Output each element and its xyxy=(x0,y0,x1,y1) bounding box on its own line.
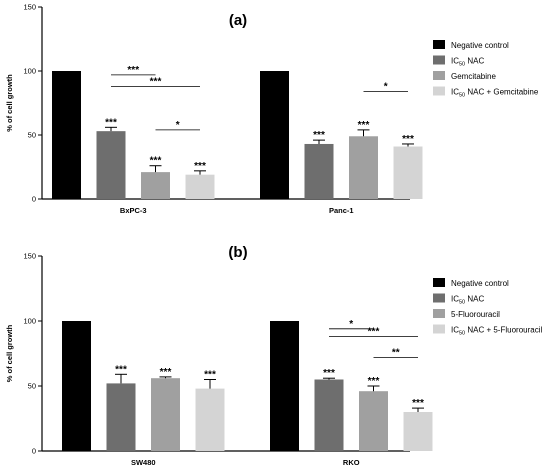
bar-negative-control-panc-1 xyxy=(260,71,289,199)
y-tick-label: 150 xyxy=(23,3,36,12)
category-label: BxPC-3 xyxy=(120,206,147,215)
y-tick-label: 50 xyxy=(28,131,36,140)
legend-swatch xyxy=(433,324,445,334)
y-axis-title: % of cell growth xyxy=(5,324,14,382)
legend-entry: IC50 NAC + 5-Fluorouracil xyxy=(451,326,542,337)
legend-entry: 5-Fluorouracil xyxy=(451,310,500,319)
chart-title: (b) xyxy=(228,244,247,261)
comparison-label: * xyxy=(384,81,388,92)
significance-label: *** xyxy=(160,367,172,378)
comparison-label: *** xyxy=(127,65,139,76)
category-label: SW480 xyxy=(131,458,156,467)
significance-label: *** xyxy=(358,120,370,131)
legend-swatch xyxy=(433,278,445,287)
legend-entry: Gemcitabine xyxy=(451,72,496,81)
y-tick-label: 0 xyxy=(32,447,36,456)
legend-entry: IC50 NAC xyxy=(451,57,484,68)
significance-label: *** xyxy=(402,134,414,145)
category-label: Panc-1 xyxy=(329,206,354,215)
bar-negative-control-sw480 xyxy=(62,321,91,451)
significance-label: *** xyxy=(323,368,335,379)
legend-entry: Negative control xyxy=(451,279,509,288)
bar-gemcitabine-panc-1 xyxy=(349,136,378,199)
bar-gemcitabine-bxpc-3 xyxy=(141,172,170,199)
legend-entry: Negative control xyxy=(451,41,509,50)
significance-label: *** xyxy=(150,156,162,167)
legend-entry: IC50 NAC + Gemcitabine xyxy=(451,88,539,99)
legend-swatch xyxy=(433,71,445,80)
legend-swatch xyxy=(433,86,445,96)
bar-ic50-nac-5-fluorouracil-sw480 xyxy=(195,388,225,451)
bar-ic50-nac-gemcitabine-panc-1 xyxy=(393,146,423,199)
legend-swatch xyxy=(433,55,445,65)
significance-label: *** xyxy=(368,376,380,387)
comparison-label: *** xyxy=(150,76,162,87)
comparison-label: ** xyxy=(392,347,400,358)
bar-ic50-nac-sw480 xyxy=(106,383,136,451)
y-tick-label: 100 xyxy=(23,317,36,326)
bar-ic50-nac-rko xyxy=(314,379,344,451)
category-label: RKO xyxy=(343,458,360,467)
legend-swatch xyxy=(433,309,445,318)
y-tick-label: 0 xyxy=(32,195,36,204)
bar-ic50-nac-5-fluorouracil-rko xyxy=(403,412,433,451)
y-axis-title: % of cell growth xyxy=(5,74,14,132)
comparison-label: * xyxy=(349,319,353,330)
chart-title: (a) xyxy=(229,12,247,29)
bar-ic50-nac-panc-1 xyxy=(304,143,334,199)
y-tick-label: 100 xyxy=(23,67,36,76)
bar-negative-control-bxpc-3 xyxy=(52,71,81,199)
bar-ic50-nac-bxpc-3 xyxy=(96,131,126,199)
legend-entry: IC50 NAC xyxy=(451,295,484,306)
bar-ic50-nac-gemcitabine-bxpc-3 xyxy=(185,174,215,199)
legend-swatch xyxy=(433,293,445,303)
significance-label: *** xyxy=(313,130,325,141)
bar-negative-control-rko xyxy=(270,321,299,451)
significance-label: *** xyxy=(105,117,117,128)
significance-label: *** xyxy=(412,398,424,409)
bar-5-fluorouracil-sw480 xyxy=(151,378,180,451)
legend-swatch xyxy=(433,40,445,49)
y-tick-label: 150 xyxy=(23,252,36,261)
significance-label: *** xyxy=(115,364,127,375)
significance-label: *** xyxy=(194,161,206,172)
comparison-label: *** xyxy=(368,327,380,338)
bar-5-fluorouracil-rko xyxy=(359,391,388,451)
y-tick-label: 50 xyxy=(28,382,36,391)
significance-label: *** xyxy=(204,370,216,381)
comparison-label: * xyxy=(176,120,180,131)
